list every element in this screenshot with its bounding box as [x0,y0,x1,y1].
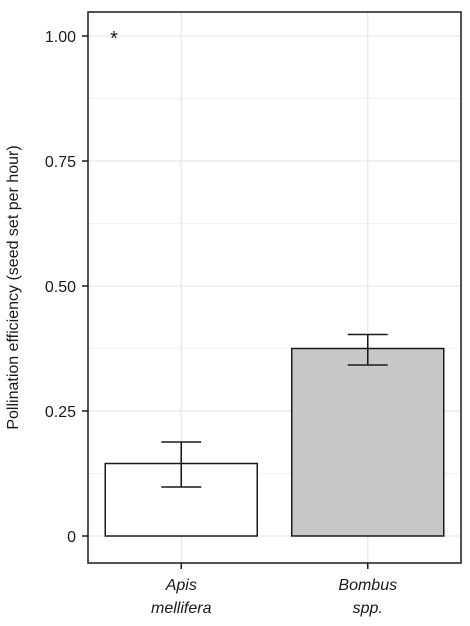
x-axis: Apis mellifera Bombus spp. [151,563,397,617]
x-tick-label: spp. [353,600,383,617]
x-tick-label: mellifera [151,600,212,617]
y-axis-title: Pollination efficiency (seed set per hou… [5,145,22,429]
bar [291,347,445,537]
x-tick-label: Apis [165,577,197,594]
y-tick-label: 0 [67,529,76,546]
bars [104,347,445,537]
y-tick-label: 0.25 [45,404,76,421]
y-tick-label: 0.50 [45,279,76,296]
plot-panel [87,11,462,564]
error-bars [161,333,388,488]
y-tick-label: 0.75 [45,154,76,171]
y-tick-label: 1.00 [45,29,76,46]
significance-asterisk: * [110,28,118,50]
x-tick-label: Bombus [338,577,397,594]
y-axis: 0 0.25 0.50 0.75 1.00 [45,29,88,546]
